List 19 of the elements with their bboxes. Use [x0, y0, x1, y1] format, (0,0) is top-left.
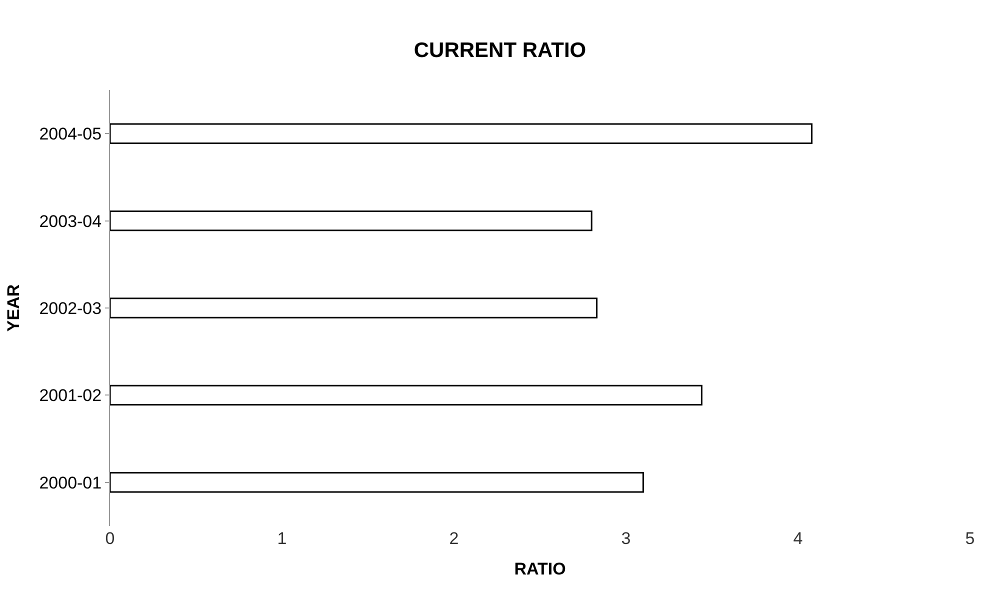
x-tick-label: 2 [449, 529, 459, 548]
y-tick-label: 2000-01 [39, 473, 102, 492]
x-tick-label: 0 [105, 529, 115, 548]
x-tick-label: 3 [621, 529, 631, 548]
y-tick-label: 2001-02 [39, 386, 102, 406]
y-tick-label: 2004-05 [39, 124, 102, 144]
x-axis-title: RATIO [514, 559, 566, 578]
x-tick-label: 4 [793, 529, 803, 548]
chart-title: CURRENT RATIO [414, 39, 586, 62]
y-axis-title: YEAR [4, 284, 23, 332]
y-tick-label: 2002-03 [39, 298, 102, 318]
bar [110, 210, 592, 232]
bar [110, 298, 598, 318]
bar [110, 123, 813, 144]
x-tick-label: 5 [965, 529, 975, 548]
bar [110, 384, 702, 406]
x-tick-label: 1 [277, 529, 287, 548]
y-tick-label: 2003-04 [39, 212, 102, 231]
bar [110, 472, 644, 493]
